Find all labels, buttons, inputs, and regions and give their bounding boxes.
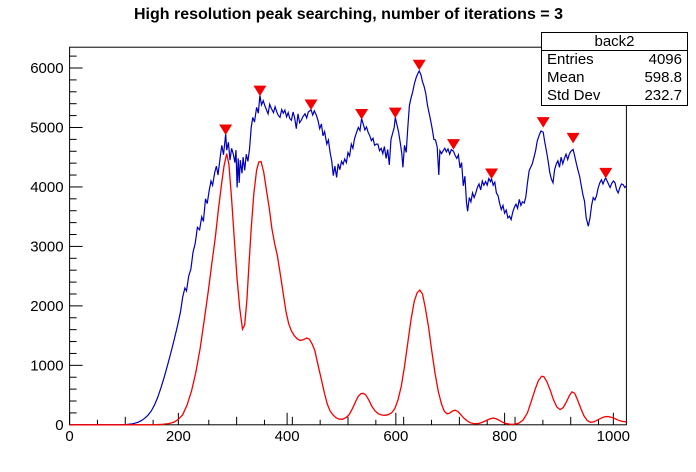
y-axis-tick-label: 2000 [30,298,63,315]
peak-marker-icon [304,99,318,111]
stats-row-stddev: Std Dev 232.7 [542,87,687,105]
peak-marker-icon [566,132,580,144]
plot-frame [69,46,627,426]
stats-title: back2 [542,33,687,51]
x-axis-tick-label: 1000 [597,428,630,445]
stats-row-mean: Mean 598.8 [542,69,687,87]
peak-marker-icon [599,167,613,179]
series-deconvolved-spectrum [69,153,627,426]
y-axis-tick-label: 1000 [30,357,63,374]
y-axis-tick-label: 4000 [30,179,63,196]
chart-title: High resolution peak searching, number o… [134,6,563,23]
peak-marker-icon [253,85,267,97]
stats-label: Std Dev [547,87,601,104]
x-axis-tick-label: 0 [65,428,73,445]
series-source-spectrum [69,69,627,426]
peak-marker-icon [388,107,402,119]
y-axis-tick-label: 0 [55,417,63,434]
stats-value: 598.8 [644,69,682,86]
stats-label: Entries [547,51,594,68]
stats-row-entries: Entries 4096 [542,51,687,69]
stats-value: 232.7 [644,87,682,104]
peak-marker-icon [219,124,233,136]
peak-marker-icon [536,117,550,128]
x-axis-tick-label: 200 [166,428,191,445]
y-axis-tick-label: 6000 [30,60,63,77]
stats-box: back2 Entries 4096 Mean 598.8 Std Dev 23… [541,32,688,106]
x-axis-tick-label: 600 [383,428,408,445]
y-axis-tick-label: 5000 [30,119,63,136]
stats-value: 4096 [648,51,682,68]
peak-marker-icon [412,59,426,71]
x-axis-tick-label: 800 [492,428,517,445]
peak-marker-icon [446,139,460,150]
peak-marker-icon [355,109,369,120]
stats-label: Mean [547,69,585,86]
y-axis-tick-label: 3000 [30,238,63,255]
peak-marker-icon [485,168,499,180]
x-axis-tick-label: 400 [275,428,300,445]
